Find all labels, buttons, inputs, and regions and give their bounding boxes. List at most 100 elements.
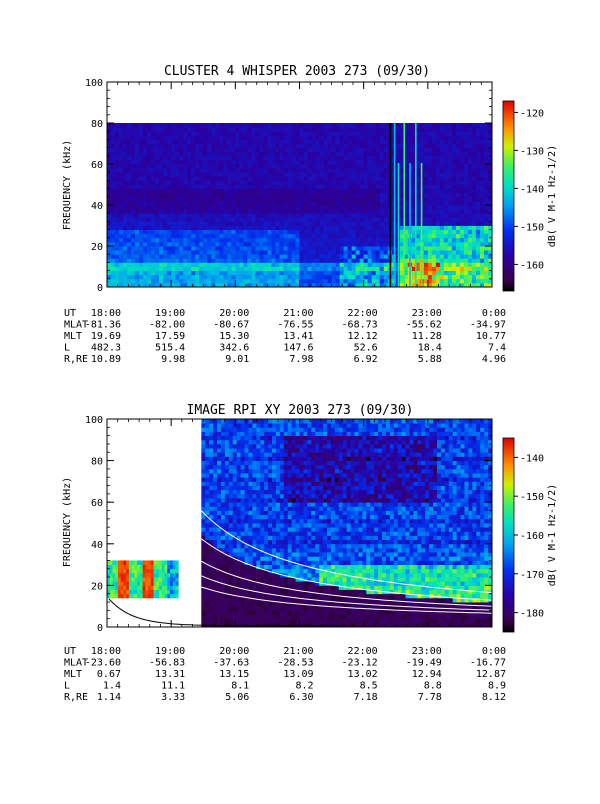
panel1-spectrogram-cell: [227, 164, 231, 169]
panel1-ephemeris-value: 10.89: [91, 354, 121, 365]
panel2-spectrogram-cell: [129, 573, 132, 578]
panel1-spectrogram-cell: [336, 213, 340, 218]
panel1-spectrogram-cell: [231, 135, 235, 140]
panel2-spectrogram-cell: [245, 448, 249, 453]
panel1-spectrogram-cell: [468, 238, 472, 243]
panel1-spectrogram-cell: [308, 217, 312, 222]
panel1-spectrogram-cell: [408, 139, 412, 144]
panel1-spectrogram-cell: [167, 148, 171, 153]
panel1-spectrogram-cell: [111, 226, 115, 231]
panel1-spectrogram-cell: [163, 271, 167, 276]
panel1-spectrogram-cell: [123, 135, 127, 140]
panel1-spectrogram-cell: [300, 168, 304, 173]
panel1-spectrogram-cell: [263, 176, 267, 181]
panel1-spectrogram-cell: [271, 246, 275, 251]
panel1-spectrogram-cell: [436, 197, 440, 202]
panel1-spectrogram-cell: [468, 164, 472, 169]
panel2-spectrogram-cell: [201, 619, 205, 624]
panel1-spectrogram-cell: [448, 262, 452, 267]
panel1-spectrogram-cell: [175, 205, 179, 210]
panel1-spectrogram-cell: [135, 127, 139, 132]
panel1-spectrogram-cell: [484, 246, 488, 251]
panel1-spectrogram-cell: [259, 131, 263, 136]
panel1-spectrogram-cell: [139, 131, 143, 136]
panel1-spectrogram-cell: [476, 180, 480, 185]
panel1-spectrogram-cell: [324, 238, 328, 243]
panel1-spectrogram-cell: [275, 250, 279, 255]
panel1-spectrogram-cell: [287, 197, 291, 202]
panel1-spectrogram-cell: [271, 267, 275, 272]
panel2-spectrogram-cell: [213, 527, 217, 532]
panel1-spectrogram-cell: [348, 156, 352, 161]
panel1-spectrogram-cell: [364, 180, 368, 185]
panel1-spectrogram-cell: [131, 234, 135, 239]
panel2-spectrogram-cell: [245, 548, 249, 553]
panel1-spectrogram-cell: [159, 271, 163, 276]
panel1-spectrogram-cell: [203, 176, 207, 181]
panel1-spectrogram-cell: [223, 144, 227, 149]
panel1-spectrogram-cell: [348, 160, 352, 165]
panel1-spectrogram-cell: [235, 164, 239, 169]
panel1-spectrogram-cell: [247, 279, 251, 284]
panel1-spectrogram-cell: [452, 164, 456, 169]
panel1-spectrogram-cell: [424, 226, 428, 231]
panel1-spectrogram-cell: [456, 172, 460, 177]
panel1-spectrogram-cell: [115, 148, 119, 153]
panel1-spectrogram-cell: [364, 226, 368, 231]
panel1-spectrogram-cell: [344, 156, 348, 161]
panel1-spectrogram-cell: [476, 271, 480, 276]
panel2-spectrogram-cell: [248, 615, 252, 620]
panel1-spectrogram-cell: [480, 139, 484, 144]
panel1-spectrogram-cell: [215, 242, 219, 247]
panel2-spectrogram-cell: [201, 527, 205, 532]
panel1-spectrogram-cell: [167, 127, 171, 132]
panel1-spectrogram-cell: [452, 172, 456, 177]
panel1-spectrogram-cell: [195, 217, 199, 222]
panel1-spectrogram-cell: [328, 205, 332, 210]
panel2-spectrogram-cell: [201, 565, 205, 570]
panel2-spectrogram-cell: [173, 577, 176, 582]
panel1-spectrogram-cell: [352, 275, 356, 280]
panel1-spectrogram-cell: [223, 164, 227, 169]
panel1-spectrogram-cell: [235, 279, 239, 284]
panel1-spectrogram-cell: [432, 279, 436, 284]
panel2-spectrogram-cell: [225, 602, 229, 607]
panel1-spectrogram-cell: [472, 176, 476, 181]
panel1-spectrogram-cell: [127, 246, 131, 251]
panel1-spectrogram-cell: [283, 271, 287, 276]
panel1-ephemeris-table: UTMLATMLTLR,RE18:00-81.3619.69482.310.89…: [64, 308, 506, 365]
panel1-spectrogram-cell: [372, 131, 376, 136]
panel2-spectrogram-cell: [248, 606, 252, 611]
panel1-spectrogram-cell: [472, 131, 476, 136]
panel1-spectrogram-cell: [119, 172, 123, 177]
panel1-spectrogram-cell: [115, 258, 119, 263]
panel1-spectrogram-cell: [336, 127, 340, 132]
panel1-spectrogram-cell: [428, 176, 432, 181]
panel1-ephemeris-value: 22:00: [348, 308, 378, 319]
panel1-spectrogram-cell: [356, 258, 360, 263]
panel1-spectrogram-cell: [271, 271, 275, 276]
panel1-spectrogram-cell: [155, 164, 159, 169]
panel2-spectrogram-cell: [229, 560, 233, 565]
panel2-spectrogram-cell: [221, 606, 225, 611]
panel1-spectrogram-cell: [484, 267, 488, 272]
panel1-spectrogram-cell: [348, 152, 352, 157]
panel1-spectrogram-cell: [472, 123, 476, 128]
panel1-spectrogram-cell: [328, 197, 332, 202]
panel1-spectrogram-cell: [271, 238, 275, 243]
panel1-spectrogram-cell: [167, 221, 171, 226]
panel1-spectrogram-cell: [159, 254, 163, 259]
panel1-spectrogram-cell: [468, 275, 472, 280]
panel1-spectrogram-cell: [444, 139, 448, 144]
panel1-spectrogram-cell: [384, 209, 388, 214]
panel1-spectrogram-cell: [215, 209, 219, 214]
panel1-spectrogram-cell: [203, 193, 207, 198]
panel1-spectrogram-cell: [356, 242, 360, 247]
panel1-spectrogram-cell: [243, 201, 247, 206]
panel1-spectrogram-cell: [352, 234, 356, 239]
panel1-spectrogram-cell: [251, 242, 255, 247]
panel1-spectrogram-cell: [151, 275, 155, 280]
panel1-spectrogram-cell: [279, 258, 283, 263]
panel2-spectrogram-cell: [209, 440, 213, 445]
panel1-spectrogram-cell: [239, 197, 243, 202]
